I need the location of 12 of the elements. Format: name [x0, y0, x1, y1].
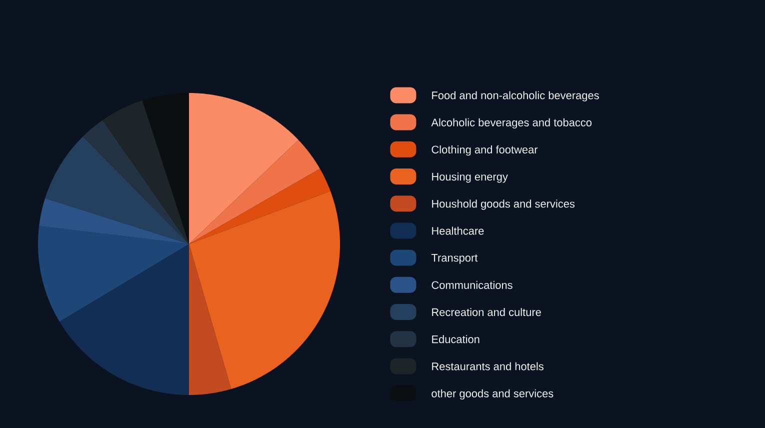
- legend-label: Houshold goods and services: [432, 200, 575, 210]
- legend-label: Recreation and culture: [432, 308, 541, 316]
- legend-label: Housing energy: [432, 172, 508, 183]
- legend-label: Communications: [432, 280, 512, 289]
- legend-label: Food and non-alcoholic beverages: [432, 91, 599, 102]
- legend-label: Education: [432, 335, 480, 344]
- legend-label: Transport: [431, 254, 478, 264]
- legend-label: Alcoholic beverages and tobacco: [431, 118, 592, 129]
- legend-label: Healthcare: [432, 226, 484, 235]
- legend-label: other goods and services: [432, 389, 554, 400]
- legend-label: Restaurants and hotels: [432, 362, 544, 370]
- legend-label: Clothing and footwear: [432, 145, 538, 156]
